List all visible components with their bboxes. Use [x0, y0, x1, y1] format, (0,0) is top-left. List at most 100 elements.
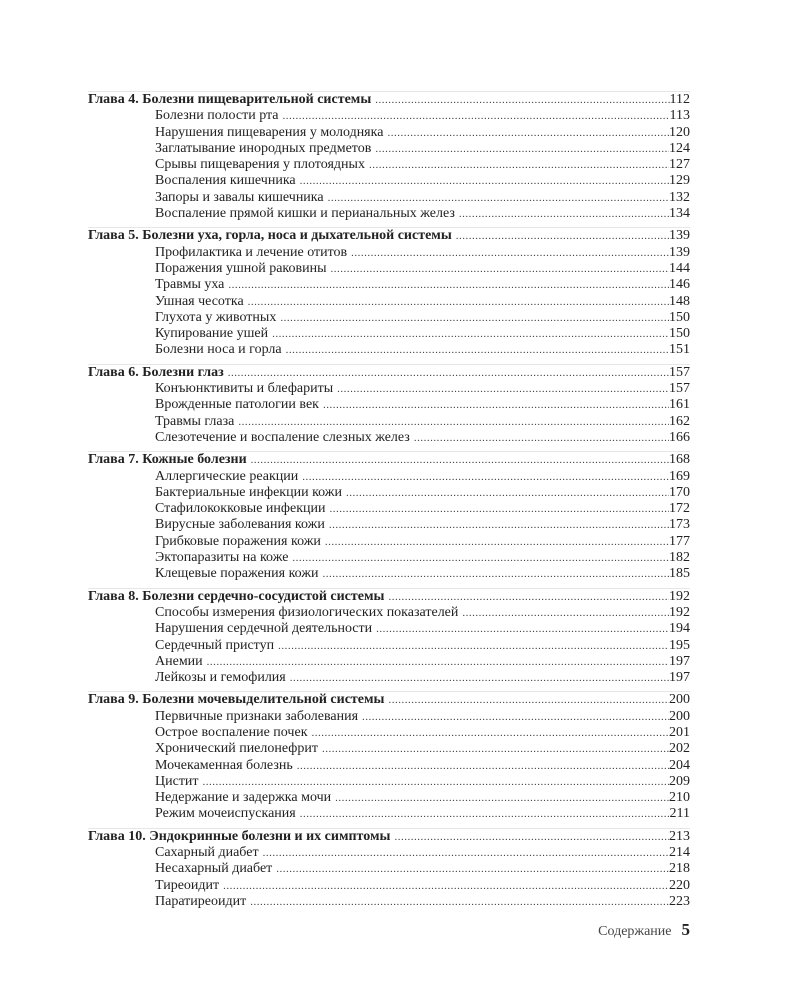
- toc-entry-page: 144: [669, 260, 690, 276]
- toc-entry-title: Хронический пиелонефрит: [155, 741, 318, 757]
- toc-section: Недержание и задержка мочи 210: [88, 790, 690, 806]
- toc-entry-page: 177: [669, 533, 690, 549]
- toc-entry-title: Слезотечение и воспаление слезных желез: [155, 429, 410, 445]
- toc-chapter: Глава 4. Болезни пищеварительной системы…: [88, 91, 690, 108]
- dot-leader: [292, 550, 669, 566]
- toc-section: Паратиреоидит 223: [88, 894, 690, 910]
- toc-section: Мочекаменная болезнь 204: [88, 758, 690, 774]
- dot-leader: [283, 108, 670, 124]
- dot-leader: [387, 125, 669, 141]
- toc-entry-page: 204: [669, 757, 690, 773]
- toc-entry-title: Глава 7. Кожные болезни: [88, 452, 247, 468]
- toc-entry-title: Конъюнктивиты и блефариты: [155, 381, 334, 397]
- toc-entry-title: Заглатывание инородных предметов: [155, 140, 372, 156]
- toc-section: Несахарный диабет 218: [88, 861, 690, 877]
- toc-entry-page: 129: [669, 173, 690, 189]
- toc-entry-page: 182: [669, 550, 690, 566]
- toc-entry-title: Режим мочеиспускания: [155, 806, 296, 822]
- toc-section: Глухота у животных 150: [88, 310, 690, 326]
- toc-entry-title: Эктопаразиты на коже: [155, 550, 289, 566]
- toc-section: Болезни полости рта 113: [88, 108, 690, 124]
- toc-entry-title: Анемии: [155, 653, 203, 669]
- toc-entry-page: 112: [669, 92, 690, 107]
- dot-leader: [346, 485, 669, 501]
- toc-entry-page: 210: [669, 790, 690, 806]
- toc-entry-title: Сердечный приступ: [155, 637, 275, 653]
- toc-entry-title: Глава 5. Болезни уха, горла, носа и дыха…: [88, 228, 452, 244]
- toc-chapter: Глава 7. Кожные болезни 168: [88, 451, 690, 468]
- toc-entry-page: 220: [669, 877, 690, 893]
- toc-section: Врожденные патологии век 161: [88, 397, 690, 413]
- toc-section: Бактериальные инфекции кожи 170: [88, 485, 690, 501]
- toc-entry-title: Глава 10. Эндокринные болезни и их симпт…: [88, 828, 391, 844]
- dot-leader: [388, 589, 669, 605]
- toc-entry-page: 127: [669, 157, 690, 173]
- toc-entry-title: Поражения ушной раковины: [155, 260, 327, 276]
- toc-entry-title: Воспаления кишечника: [155, 173, 296, 189]
- toc-entry-page: 169: [669, 468, 690, 484]
- toc-entry-title: Запоры и завалы кишечника: [155, 189, 324, 205]
- toc-section: Эктопаразиты на коже 182: [88, 550, 690, 566]
- toc-entry-title: Острое воспаление почек: [155, 724, 308, 740]
- toc-section: Вирусные заболевания кожи 173: [88, 517, 690, 533]
- toc-section: Аллергические реакции 169: [88, 469, 690, 485]
- toc-entry-page: 134: [669, 206, 690, 222]
- toc-entry-title: Травмы уха: [155, 277, 225, 293]
- toc-section: Ушная чесотка 148: [88, 294, 690, 310]
- toc-entry-page: 192: [669, 588, 690, 604]
- dot-leader: [286, 342, 669, 358]
- toc-entry-page: 223: [669, 893, 690, 909]
- toc-entry-page: 162: [669, 413, 690, 429]
- dot-leader: [250, 894, 669, 910]
- toc-entry-title: Ушная чесотка: [155, 293, 244, 309]
- dot-leader: [248, 294, 669, 310]
- page-footer: Содержание 5: [560, 920, 690, 940]
- dot-leader: [300, 806, 670, 822]
- toc-entry-page: 157: [669, 364, 690, 380]
- toc-entry-page: 113: [669, 108, 690, 124]
- dot-leader: [329, 501, 669, 517]
- toc-section: Клещевые поражения кожи 185: [88, 566, 690, 582]
- dot-leader: [263, 845, 669, 861]
- toc-entry-title: Болезни носа и горла: [155, 342, 282, 358]
- toc-chapter: Глава 6. Болезни глаз 157: [88, 363, 690, 381]
- toc-entry-page: 168: [669, 452, 690, 468]
- toc-entry-title: Нарушения пищеварения у молодняка: [155, 124, 384, 140]
- toc-entry-title: Тиреоидит: [155, 877, 220, 893]
- toc-entry-page: 185: [669, 566, 690, 582]
- toc-section: Запоры и завалы кишечника 132: [88, 190, 690, 206]
- toc-entry-page: 194: [669, 621, 690, 637]
- toc-section: Слезотечение и воспаление слезных желез 1…: [88, 430, 690, 446]
- dot-leader: [302, 469, 669, 485]
- dot-leader: [459, 206, 669, 222]
- toc-section: Конъюнктивиты и блефариты 157: [88, 381, 690, 397]
- toc-section: Нарушения сердечной деятельности 194: [88, 621, 690, 637]
- dot-leader: [203, 774, 669, 790]
- toc-section: Срывы пищеварения у плотоядных 127: [88, 157, 690, 173]
- dot-leader: [323, 566, 669, 582]
- toc-entry-title: Мочекаменная болезнь: [155, 757, 293, 773]
- toc-entry-title: Глава 6. Болезни глаз: [88, 364, 224, 380]
- toc-chapter: Глава 9. Болезни мочевыделительной систе…: [88, 691, 690, 708]
- toc-entry-title: Паратиреоидит: [155, 893, 247, 909]
- toc-entry-page: 161: [669, 397, 690, 413]
- toc-entry-page: 197: [669, 670, 690, 686]
- toc-entry-page: 200: [669, 708, 690, 724]
- dot-leader: [322, 741, 669, 757]
- dot-leader: [228, 277, 669, 293]
- toc-entry-title: Глухота у животных: [155, 309, 277, 325]
- toc-entry-page: 148: [669, 293, 690, 309]
- toc-section: Купирование ушей 150: [88, 326, 690, 342]
- dot-leader: [297, 758, 669, 774]
- dot-leader: [280, 310, 669, 326]
- dot-leader: [456, 228, 669, 244]
- dot-leader: [207, 654, 669, 670]
- dot-leader: [300, 173, 669, 189]
- toc-entry-page: 213: [669, 828, 690, 844]
- dot-leader: [414, 430, 669, 446]
- dot-leader: [388, 692, 669, 708]
- toc-entry-title: Купирование ушей: [155, 326, 269, 342]
- toc-section: Грибковые поражения кожи 177: [88, 534, 690, 550]
- dot-leader: [272, 326, 669, 342]
- toc-section: Первичные признаки заболевания 200: [88, 709, 690, 725]
